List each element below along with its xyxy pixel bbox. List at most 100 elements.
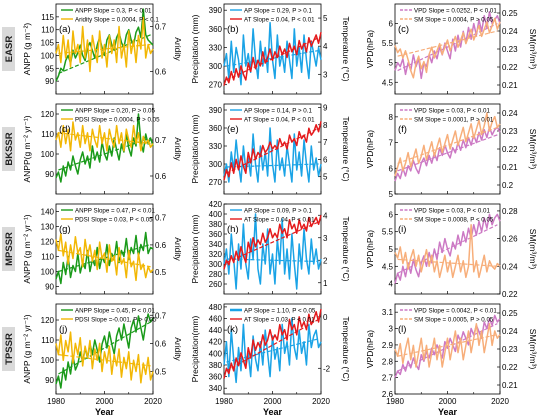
region-box: [2, 127, 15, 171]
trend-line-vpd: [397, 224, 498, 274]
y-tick-label: 100: [41, 150, 55, 159]
y-tick-label: 390: [209, 6, 223, 15]
panel-letter: (a): [59, 24, 71, 35]
y2-tick-label: 0.28: [502, 207, 518, 216]
y2-axis-label: SM(m³/m³): [528, 129, 538, 170]
trend-line-sm: [397, 334, 498, 357]
trend-line-sm: [397, 258, 498, 267]
y-tick-label: 4: [389, 280, 394, 289]
y2-tick-label: 0.22: [502, 63, 518, 72]
trend-line-vpd: [397, 323, 498, 372]
y2-axis-label: Temperature (°C): [341, 316, 351, 381]
panel-letter: (e): [227, 124, 239, 135]
y-tick-label: 4.5: [382, 78, 394, 87]
trend-line-sm: [397, 30, 498, 57]
y-tick-label: 3: [389, 325, 394, 334]
y2-tick-label: 0.24: [502, 262, 518, 271]
trend-line-pdsi: [58, 354, 151, 367]
series-line-sm: [394, 112, 501, 177]
legend-label: AT Slope = 0.04, P < 0.01: [244, 117, 315, 124]
panel-letter: (l): [398, 324, 406, 335]
y-tick-label: 380: [209, 220, 223, 229]
series-line-vpd: [394, 126, 501, 182]
x-tick-label: 2020: [312, 397, 330, 406]
y2-tick-label: 3: [323, 70, 328, 79]
trend-line-at: [226, 37, 319, 81]
y2-tick-label: 4: [323, 211, 328, 220]
y-tick-label: 330: [209, 43, 223, 52]
legend-label: SM Slope = 0.0005, P > 0.05: [414, 317, 494, 324]
legend-label: ANPP Slope = 0.47, P < 0.01: [75, 208, 155, 215]
legend-label: PDSI Slope = 0.0004, P > 0.05: [75, 117, 160, 124]
y2-tick-label: -2: [323, 364, 331, 373]
region-box: [2, 27, 15, 71]
y-tick-label: 320: [209, 250, 223, 259]
y2-tick-label: 0.5: [155, 268, 167, 277]
trend-line-at: [226, 221, 319, 264]
y-tick-label: 400: [209, 349, 223, 358]
x-tick-label: 1980: [386, 397, 404, 406]
trend-line-ap: [226, 338, 319, 363]
y2-tick-label: 0.7: [155, 136, 167, 145]
y-tick-label: 330: [209, 142, 223, 151]
trend-line-pdsi: [58, 249, 151, 268]
series-line-at: [223, 121, 322, 181]
legend-label: AP Slope = 0.29, P > 0.1: [244, 8, 312, 15]
legend-label: ANPP Slope = 0.20, P > 0.05: [75, 108, 155, 115]
y2-axis-label: SM(m³/m³): [528, 329, 538, 370]
y-tick-label: 300: [209, 62, 223, 71]
series-line-ap: [223, 127, 322, 183]
panel-letter: (c): [398, 24, 409, 35]
y-tick-label: 120: [41, 316, 55, 325]
y-tick-label: 2.7: [382, 374, 394, 383]
panel-letter: (j): [59, 324, 67, 335]
region-label: TPSSR: [4, 333, 15, 365]
y-tick-label: 360: [209, 230, 223, 239]
y2-tick-label: 0.22: [502, 363, 518, 372]
y-axis-label: Precipitation (mm): [190, 114, 200, 183]
y2-tick-label: 0.24: [502, 327, 518, 336]
y2-tick-label: 2: [323, 256, 328, 265]
y2-tick-label: 9: [323, 103, 328, 112]
legend-label: PDSI Slope = 0.03, P < 0.05: [75, 217, 153, 224]
y2-axis-label: Aridity: [173, 37, 183, 61]
y-tick-label: 300: [209, 160, 223, 169]
y-tick-label: 140: [41, 208, 55, 217]
y2-tick-label: 0.7: [155, 214, 167, 223]
y2-tick-label: 0.5: [155, 368, 167, 377]
y-tick-label: 5.5: [382, 39, 394, 48]
y-tick-label: 100: [41, 356, 55, 365]
y-axis-label: Precipitation(mm): [190, 316, 200, 383]
trend-line-ap: [226, 49, 319, 67]
series-line-pdsi: [55, 233, 154, 282]
y-tick-label: 95: [45, 64, 54, 73]
y-tick-label: 90: [45, 283, 54, 292]
y2-tick-label: 0: [323, 313, 328, 322]
x-tick-label: 1980: [215, 397, 233, 406]
panel-letter: (b): [227, 24, 239, 35]
y-tick-label: 100: [41, 268, 55, 277]
y-tick-label: 380: [209, 361, 223, 370]
y2-tick-label: 7: [323, 138, 328, 147]
y-tick-label: 390: [209, 106, 223, 115]
y2-tick-label: 0.7: [155, 311, 167, 320]
panel-letter: (i): [398, 224, 406, 235]
y-tick-label: 110: [41, 130, 54, 139]
y2-axis-label: SM(m³/m³): [528, 229, 538, 270]
y-tick-label: 8: [389, 113, 394, 122]
x-tick-label: 2020: [491, 397, 509, 406]
y-tick-label: 440: [209, 326, 223, 335]
region-label: BKSSR: [4, 132, 15, 165]
panel-letter: (f): [398, 124, 407, 135]
legend-label: AP Slope = 0.09, P > 0.1: [244, 208, 312, 215]
x-tick-label: 2000: [264, 397, 282, 406]
panel-letter: (d): [59, 124, 71, 135]
legend-label: VPD Slope = 0.0252, P < 0.01: [414, 8, 497, 15]
region-label: MPSSR: [4, 232, 15, 266]
y-tick-label: 5: [389, 245, 394, 254]
y-tick-label: 300: [209, 260, 223, 269]
trend-line-anpp: [58, 137, 151, 171]
y-tick-label: 90: [45, 170, 54, 179]
legend-label: VPD Slope = 0.03, P < 0.01: [414, 108, 490, 115]
y-tick-label: 2.9: [382, 341, 394, 350]
